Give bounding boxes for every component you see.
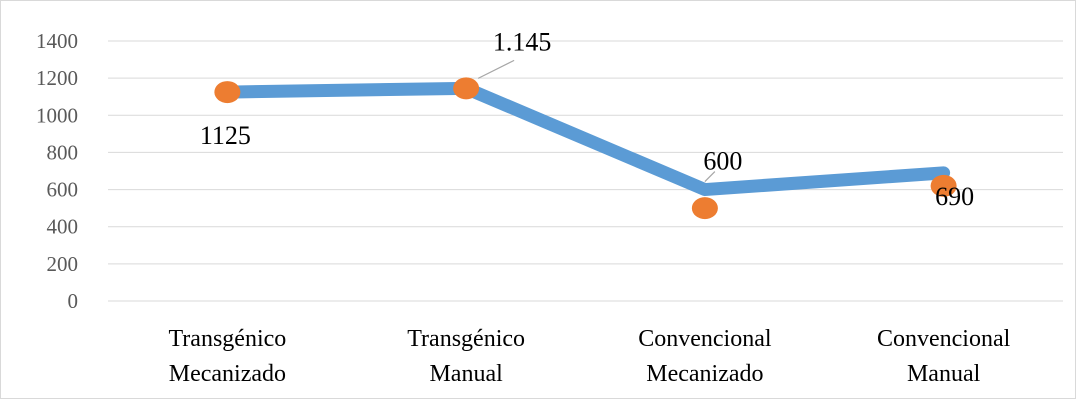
y-tick-label-1000: 1000 <box>36 103 78 127</box>
x-tick-label-1-0: Transgénico <box>407 326 525 352</box>
data-labels: 1125 1.145 600 690 <box>200 27 974 211</box>
x-tick-label-3-0: Convencional <box>877 326 1011 352</box>
data-label-3: 690 <box>935 182 974 211</box>
data-point-2 <box>691 197 718 220</box>
y-tick-label-0: 0 <box>68 289 79 313</box>
leader-line-1 <box>477 59 515 79</box>
x-tick-label-1-1: Manual <box>429 361 503 387</box>
data-point-3 <box>930 174 957 197</box>
y-tick-label-800: 800 <box>47 140 79 164</box>
leader-line-2 <box>704 171 716 182</box>
x-tick-label-0-1: Mecanizado <box>169 361 286 387</box>
y-axis: 0 200 400 600 800 1000 1200 1400 <box>36 29 78 313</box>
gridlines <box>108 40 1063 302</box>
y-tick-label-1200: 1200 <box>36 66 78 90</box>
data-label-0: 1125 <box>200 121 251 150</box>
y-tick-label-200: 200 <box>47 252 79 276</box>
y-tick-label-1400: 1400 <box>36 29 78 53</box>
data-label-1: 1.145 <box>493 27 552 56</box>
data-point-1 <box>453 77 480 100</box>
series-line <box>220 81 951 197</box>
data-label-2: 600 <box>703 147 742 176</box>
y-tick-label-600: 600 <box>47 178 79 202</box>
x-tick-label-3-1: Manual <box>907 361 981 387</box>
x-tick-label-2-0: Convencional <box>638 326 772 352</box>
series <box>214 77 957 220</box>
x-tick-label-0-0: Transgénico <box>168 326 286 352</box>
data-point-0 <box>214 81 241 104</box>
x-tick-label-2-1: Mecanizado <box>646 361 763 387</box>
x-axis: Transgénico Mecanizado Transgénico Manual Co… <box>168 326 1010 387</box>
y-tick-label-400: 400 <box>47 215 79 239</box>
